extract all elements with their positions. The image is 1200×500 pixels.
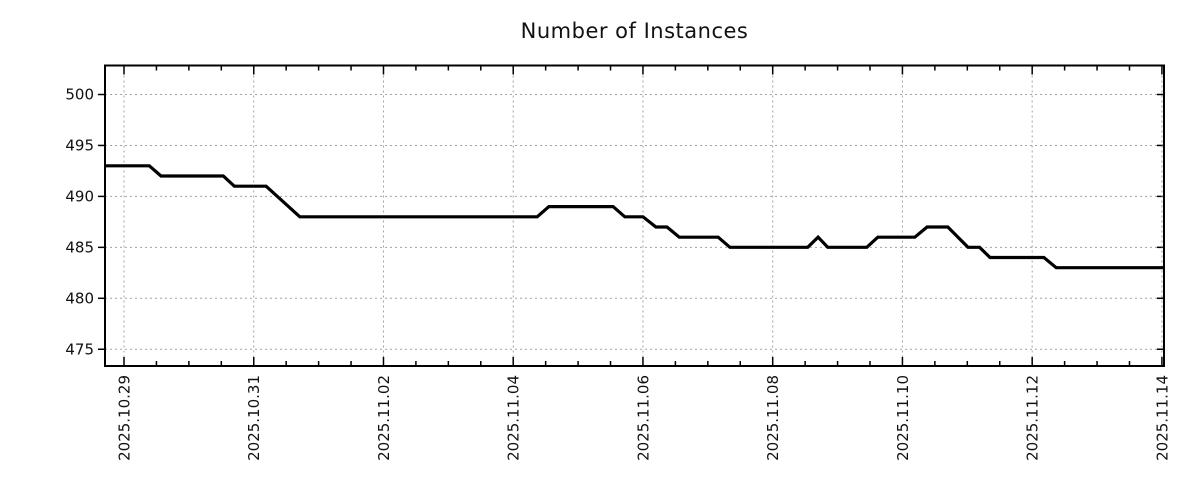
y-tick-label: 475 [65, 340, 94, 358]
y-tick-label: 480 [65, 289, 94, 307]
chart-title: Number of Instances [520, 19, 749, 43]
x-tick-label: 2025.11.12 [1024, 375, 1042, 461]
x-tick-label: 2025.11.06 [634, 375, 652, 461]
x-tick-label: 2025.11.02 [375, 375, 393, 461]
y-tick-label: 500 [65, 86, 94, 104]
data-series-line [105, 164, 1164, 270]
y-tick-label: 490 [65, 187, 94, 205]
x-tick-label: 2025.11.08 [764, 375, 782, 461]
x-tick-label: 2025.10.29 [116, 375, 134, 461]
x-tick-label: 2025.11.14 [1153, 375, 1171, 461]
x-tick-label: 2025.11.10 [894, 375, 912, 461]
y-tick-label: 485 [65, 238, 94, 256]
plot-border [104, 64, 1165, 367]
x-tick-label: 2025.11.04 [505, 375, 523, 461]
x-tick-label: 2025.10.31 [245, 375, 263, 461]
y-tick-label: 495 [65, 136, 94, 154]
